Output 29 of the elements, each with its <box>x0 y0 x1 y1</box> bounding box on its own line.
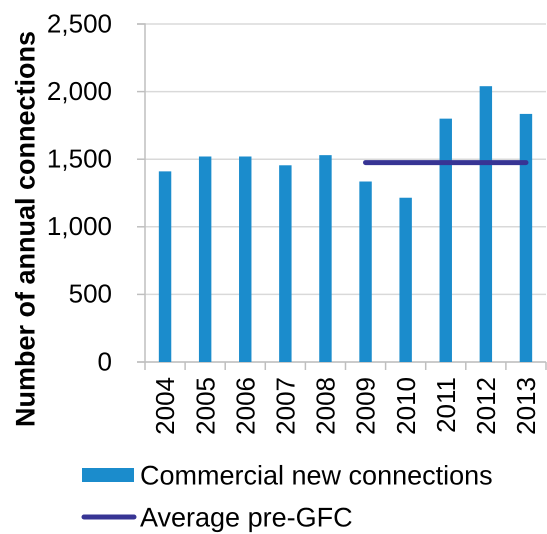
y-tick-label: 0 <box>98 346 112 376</box>
bar <box>520 114 532 362</box>
x-tick-label: 2008 <box>310 377 341 435</box>
x-tick-label: 2010 <box>390 377 421 435</box>
x-tick-label: 2009 <box>350 377 381 435</box>
y-tick-label: 1,000 <box>46 211 112 242</box>
x-tick-label: 2006 <box>230 377 260 435</box>
bar <box>198 156 212 362</box>
x-tick-label: 2012 <box>470 377 501 435</box>
x-tick-label: 2013 <box>511 377 542 435</box>
x-tick-label: 2004 <box>150 377 180 435</box>
bar <box>440 118 452 362</box>
bar <box>158 171 172 362</box>
legend-label: Average pre-GFC <box>140 502 353 532</box>
bar <box>359 182 372 362</box>
x-tick-label: 2007 <box>270 377 300 435</box>
y-axis-title: Number of annual connections <box>10 30 40 428</box>
bar <box>480 86 492 362</box>
y-tick-label: 2,000 <box>46 76 112 106</box>
bar <box>279 165 292 362</box>
x-tick-label: 2011 <box>430 377 461 433</box>
y-tick-label: 1,500 <box>46 144 112 174</box>
y-tick-label: 500 <box>68 278 112 309</box>
x-tick-label: 2005 <box>190 377 220 435</box>
y-tick-label: 2,500 <box>46 8 112 38</box>
bar <box>319 155 332 362</box>
legend-label: Commercial new connections <box>140 460 493 490</box>
bar <box>399 198 412 362</box>
bar <box>239 156 252 362</box>
